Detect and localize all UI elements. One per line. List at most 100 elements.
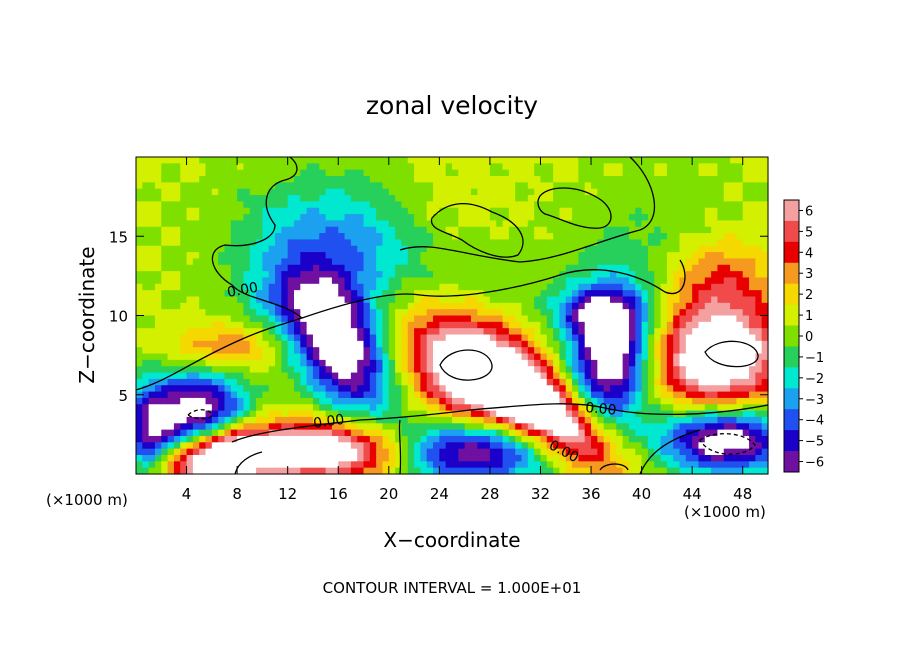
heatmap-cell: [287, 283, 295, 291]
heatmap-cell: [433, 182, 440, 190]
heatmap-cell: [534, 252, 542, 260]
heatmap-cell: [553, 195, 561, 202]
heatmap-cell: [294, 366, 301, 374]
heatmap-cell: [256, 410, 263, 418]
heatmap-cell: [464, 448, 472, 456]
heatmap-cell: [692, 252, 700, 260]
heatmap-cell: [717, 404, 725, 412]
heatmap-cell: [420, 423, 428, 431]
heatmap-cell: [249, 448, 257, 456]
heatmap-cell: [464, 410, 472, 418]
heatmap-cell: [736, 372, 744, 380]
heatmap-cell: [376, 290, 384, 298]
heatmap-cell: [256, 283, 263, 291]
heatmap-cell: [186, 385, 194, 393]
heatmap-cell: [534, 397, 542, 405]
heatmap-cell: [154, 264, 162, 272]
heatmap-cell: [376, 328, 384, 336]
heatmap-cell: [610, 353, 617, 361]
heatmap-cell: [692, 188, 700, 196]
heatmap-cell: [445, 448, 453, 456]
heatmap-cell: [344, 435, 352, 443]
heatmap-cell: [660, 423, 668, 431]
heatmap-cell: [761, 182, 769, 190]
heatmap-cell: [312, 188, 320, 196]
heatmap-cell: [616, 195, 624, 202]
heatmap-cell: [205, 461, 213, 469]
heatmap-cell: [679, 309, 687, 317]
heatmap-cell: [692, 201, 700, 209]
heatmap-cell: [218, 442, 226, 450]
heatmap-cell: [281, 245, 289, 253]
heatmap-cell: [483, 442, 491, 450]
heatmap-cell: [692, 283, 700, 291]
heatmap-cell: [281, 296, 289, 304]
heatmap-cell: [161, 302, 169, 310]
heatmap-cell: [496, 271, 504, 279]
heatmap-cell: [666, 309, 674, 317]
heatmap-cell: [534, 188, 542, 196]
heatmap-cell: [723, 404, 731, 412]
heatmap-cell: [211, 283, 219, 291]
heatmap-cell: [660, 233, 668, 241]
heatmap-cell: [319, 277, 327, 285]
heatmap-cell: [268, 157, 276, 164]
heatmap-cell: [275, 328, 282, 336]
heatmap-cell: [249, 252, 257, 260]
heatmap-cell: [414, 404, 421, 412]
heatmap-cell: [167, 201, 175, 209]
heatmap-cell: [395, 442, 403, 450]
heatmap-cell: [591, 416, 598, 424]
heatmap-cell: [508, 334, 516, 342]
heatmap-cell: [218, 372, 226, 380]
heatmap-cell: [180, 334, 188, 342]
heatmap-cell: [161, 461, 169, 469]
heatmap-cell: [635, 391, 643, 399]
heatmap-cell: [306, 309, 314, 317]
heatmap-cell: [369, 442, 377, 450]
heatmap-cell: [464, 258, 472, 266]
heatmap-cell: [350, 397, 358, 405]
heatmap-cell: [148, 454, 156, 462]
heatmap-cell: [262, 391, 270, 399]
heatmap-cell: [268, 188, 276, 196]
heatmap-cell: [281, 461, 289, 469]
heatmap-cell: [161, 157, 169, 164]
heatmap-cell: [572, 309, 579, 317]
heatmap-cell: [527, 410, 535, 418]
heatmap-cell: [635, 207, 643, 215]
heatmap-cell: [338, 290, 346, 298]
heatmap-cell: [224, 176, 232, 183]
heatmap-cell: [136, 461, 143, 469]
heatmap-cell: [464, 429, 472, 437]
heatmap-cell: [559, 448, 567, 456]
heatmap-cell: [294, 404, 301, 412]
heatmap-cell: [458, 378, 466, 386]
heatmap-cell: [553, 366, 561, 374]
heatmap-cell: [452, 239, 459, 247]
heatmap-cell: [515, 448, 523, 456]
heatmap-cell: [553, 359, 561, 367]
heatmap-cell: [230, 271, 238, 279]
heatmap-cell: [275, 442, 282, 450]
heatmap-cell: [154, 239, 162, 247]
heatmap-cell: [464, 283, 472, 291]
heatmap-cell: [647, 195, 655, 202]
heatmap-cell: [180, 283, 188, 291]
heatmap-cell: [685, 378, 693, 386]
heatmap-cell: [723, 163, 731, 171]
heatmap-cell: [338, 207, 346, 215]
heatmap-cell: [148, 182, 156, 190]
heatmap-cell: [572, 233, 579, 241]
heatmap-cell: [685, 315, 693, 323]
heatmap-cell: [211, 220, 219, 228]
heatmap-cell: [243, 188, 251, 196]
heatmap-cell: [173, 328, 181, 336]
heatmap-cell: [218, 309, 226, 317]
heatmap-cell: [591, 271, 598, 279]
heatmap-cell: [186, 334, 194, 342]
heatmap-cell: [331, 385, 339, 393]
heatmap-cell: [610, 290, 617, 298]
heatmap-cell: [218, 366, 226, 374]
heatmap-cell: [161, 220, 169, 228]
